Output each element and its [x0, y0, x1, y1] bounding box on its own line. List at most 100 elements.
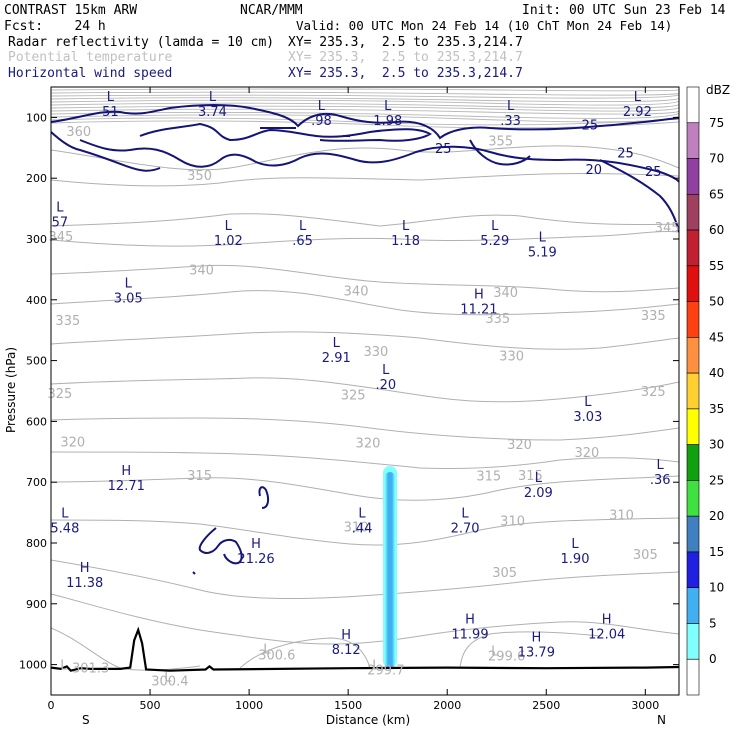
header-init: Init: 00 UTC Sun 23 Feb 14: [522, 3, 726, 18]
isentrope-label: 300.4: [151, 674, 188, 689]
plot-frame: [50, 86, 680, 696]
colorbar-cell: [686, 551, 700, 589]
hl-value: .44: [352, 521, 373, 536]
y-tick-label: 700: [26, 476, 47, 489]
colorbar-cell: [686, 193, 700, 231]
x-tick-label: 500: [140, 699, 161, 712]
x-axis: 0 500 1000 1500 2000 2500 3000: [48, 87, 659, 712]
stratosphere-isentropes: [51, 88, 679, 129]
hl-marker: L: [372, 658, 380, 673]
isentrope-label: 320: [574, 446, 599, 461]
hl-value: .20: [375, 378, 396, 393]
isentrope-label: 315: [187, 469, 212, 484]
plot-area: 360 350 355 345 345 340 340 340 335 335 335 330 330 3…: [4, 86, 680, 727]
hl-marker: H: [474, 288, 484, 303]
isentrope-label: 325: [341, 389, 366, 404]
isentrope-label: 335: [55, 314, 80, 329]
colorbar-cell: [686, 86, 700, 124]
colorbar-cell: [686, 265, 700, 302]
isentrope-label: 330: [499, 350, 524, 365]
x-tick-label: 1500: [334, 699, 362, 712]
hl-marker: L: [318, 99, 326, 114]
wind-contour-label: 25: [617, 147, 634, 162]
hl-value: 21.26: [237, 552, 274, 567]
hl-marker: H: [465, 612, 475, 627]
hl-marker: H: [341, 628, 351, 643]
hl-value: 57: [52, 216, 69, 231]
isentrope-label: 320: [507, 438, 532, 453]
colorbar-cell: [686, 372, 700, 410]
wind-speed-contours: [51, 104, 679, 575]
wind-contour-label: 25: [435, 142, 452, 157]
isentrope-label: 335: [485, 312, 510, 327]
y-tick-label: 500: [26, 355, 47, 368]
field-xy-reflectivity: XY= 235.3, 2.5 to 235.3,214.7: [288, 35, 523, 50]
hl-value: 1.18: [391, 234, 420, 249]
isentrope-label: 340: [493, 286, 518, 301]
hl-marker: H: [251, 537, 261, 552]
colorbar-tick-label: 10: [709, 581, 724, 595]
hl-value: 5.19: [528, 245, 557, 260]
hl-value: .33: [500, 114, 521, 129]
hl-marker: L: [358, 506, 366, 521]
isentrope-label: 315: [476, 470, 501, 485]
hl-value: 2.09: [524, 486, 553, 501]
colorbar-cell: [686, 408, 700, 445]
colorbar-cell: [686, 301, 700, 338]
hl-value: 1.02: [214, 234, 243, 249]
hl-marker: L: [125, 277, 133, 292]
hl-marker: L: [263, 643, 271, 658]
hl-marker: L: [491, 644, 499, 659]
isentrope-label: 305: [633, 548, 658, 563]
isentrope-label: 310: [500, 515, 525, 530]
isentrope-label: 325: [48, 387, 73, 402]
hl-marker: L: [333, 336, 341, 351]
hl-value: 2.92: [623, 105, 652, 120]
header-model: CONTRAST 15km ARW: [4, 3, 137, 18]
colorbar-tick-label: 70: [709, 152, 724, 166]
y-tick-label: 600: [26, 415, 47, 428]
hl-marker: L: [384, 99, 392, 114]
isentrope-label: 300.6: [258, 648, 295, 663]
hl-marker: L: [164, 671, 172, 686]
hl-marker: L: [56, 201, 64, 216]
hl-marker: L: [299, 219, 307, 234]
colorbar-tick-label: 60: [709, 223, 724, 237]
isentrope-label: 299.7: [367, 663, 404, 678]
hl-value: .65: [292, 234, 313, 249]
colorbar-cell: [686, 515, 700, 553]
y-tick-label: 300: [26, 233, 47, 246]
colorbar-cell: [686, 337, 700, 374]
colorbar-tick-label: 5: [709, 616, 717, 630]
y-tick-label: 200: [26, 172, 47, 185]
colorbar-unit: dBZ: [706, 83, 730, 97]
colorbar-tick-label: 65: [709, 187, 724, 201]
colorbar-cell: [686, 480, 700, 517]
isentrope-label: 345: [48, 230, 73, 245]
isentrope-label: 301.3: [72, 662, 109, 677]
hl-value: 51: [102, 105, 119, 120]
wind-contour-labels: 25 25 25 20 25: [435, 119, 662, 180]
wind-contour-label: 25: [582, 119, 599, 134]
hl-value: .98: [311, 114, 332, 129]
y-tick-label: 900: [26, 598, 47, 611]
isentrope-label: 310: [609, 508, 634, 523]
y-tick-label: 400: [26, 294, 47, 307]
hl-value: 3.03: [573, 410, 602, 425]
hl-value: 2.70: [451, 521, 480, 536]
hl-value: 5.48: [50, 521, 79, 536]
x-axis-end-right: N: [657, 713, 666, 727]
hl-value: 5.29: [480, 234, 509, 249]
y-tick-label: 800: [26, 537, 47, 550]
hl-value: 3.74: [198, 105, 227, 120]
colorbar-cell: [686, 623, 700, 660]
isentrope-label: 345: [655, 221, 680, 236]
colorbar-cell: [686, 658, 700, 696]
isentrope-label: 315: [518, 469, 543, 484]
x-tick-label: 2500: [532, 699, 560, 712]
colorbar-tick-label: 30: [709, 438, 724, 452]
isentrope-label: 310: [344, 521, 369, 536]
hl-marker: L: [657, 458, 665, 473]
hl-marker: L: [571, 537, 579, 552]
